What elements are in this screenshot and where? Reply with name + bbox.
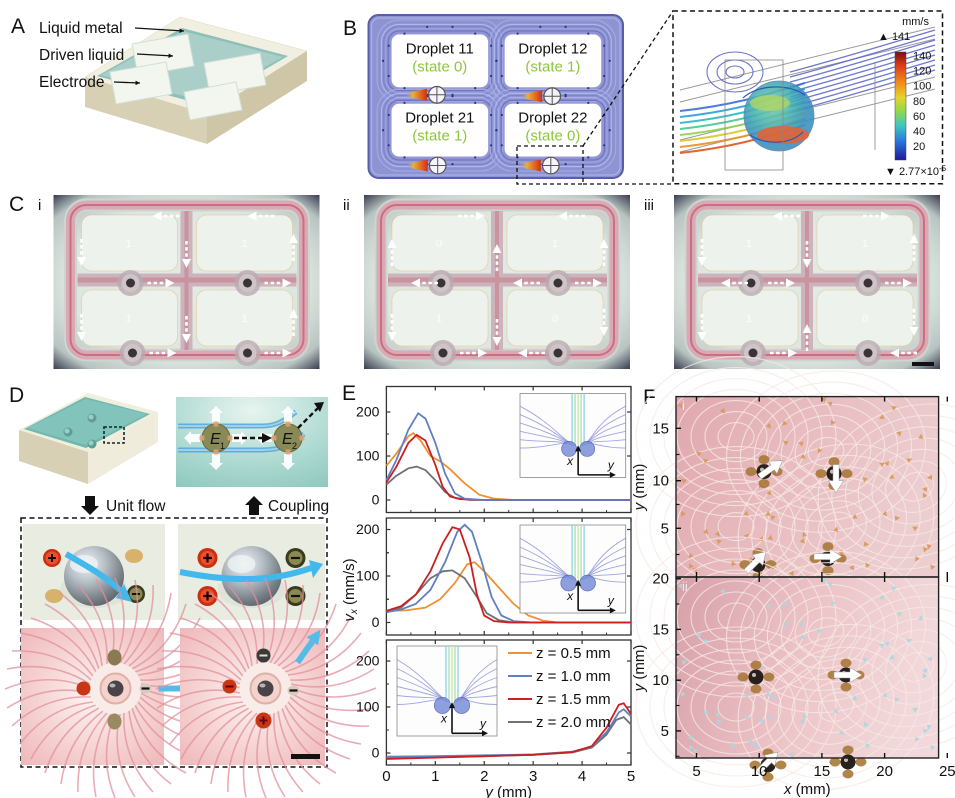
svg-text:F: F xyxy=(643,386,656,409)
svg-text:15: 15 xyxy=(652,420,669,437)
svg-text:10: 10 xyxy=(652,672,669,689)
svg-text:x: x xyxy=(566,454,574,468)
svg-text:y: y xyxy=(607,593,615,607)
svg-text:y: y xyxy=(607,458,615,472)
svg-text:200: 200 xyxy=(356,404,380,420)
svg-text:y (mm): y (mm) xyxy=(484,784,532,798)
svg-text:E: E xyxy=(282,431,293,448)
svg-text:0: 0 xyxy=(552,313,558,325)
svg-text:5: 5 xyxy=(661,723,669,740)
svg-text:5: 5 xyxy=(661,520,669,537)
svg-text:C: C xyxy=(9,193,24,216)
svg-text:▲ 141: ▲ 141 xyxy=(878,31,910,43)
svg-text:1: 1 xyxy=(862,238,868,250)
svg-text:z = 1.5 mm: z = 1.5 mm xyxy=(536,691,611,708)
svg-text:2: 2 xyxy=(480,768,488,785)
svg-text:100: 100 xyxy=(356,448,380,464)
svg-text:0: 0 xyxy=(372,745,380,761)
svg-text:Unit flow: Unit flow xyxy=(106,498,166,515)
svg-text:80: 80 xyxy=(913,96,925,108)
svg-text:2: 2 xyxy=(292,441,297,451)
svg-text:0: 0 xyxy=(382,768,390,785)
svg-text:z = 2.0 mm: z = 2.0 mm xyxy=(536,714,611,731)
svg-text:Droplet 22: Droplet 22 xyxy=(518,110,587,127)
svg-text:E: E xyxy=(342,382,356,405)
svg-text:Droplet 11: Droplet 11 xyxy=(406,40,474,57)
svg-text:x (mm): x (mm) xyxy=(783,781,831,798)
svg-text:1: 1 xyxy=(126,313,132,325)
svg-text:20: 20 xyxy=(876,763,893,780)
svg-text:Driven liquid: Driven liquid xyxy=(39,47,124,64)
svg-text:mm/s: mm/s xyxy=(902,16,929,28)
svg-text:5: 5 xyxy=(692,763,700,780)
svg-text:i: i xyxy=(38,197,41,214)
svg-text:10: 10 xyxy=(652,473,669,490)
svg-text:15: 15 xyxy=(814,763,831,780)
svg-text:vx (mm/s): vx (mm/s) xyxy=(341,558,360,621)
svg-text:D: D xyxy=(9,384,24,407)
svg-text:4: 4 xyxy=(578,768,586,785)
svg-text:3: 3 xyxy=(529,768,537,785)
svg-text:ii: ii xyxy=(343,197,350,214)
svg-text:i: i xyxy=(682,398,685,413)
svg-text:0: 0 xyxy=(862,313,868,325)
svg-text:x: x xyxy=(440,712,448,726)
svg-text:1: 1 xyxy=(126,238,132,250)
svg-text:(state 0): (state 0) xyxy=(412,58,467,75)
svg-text:200: 200 xyxy=(356,653,380,669)
svg-text:1: 1 xyxy=(431,768,439,785)
svg-text:0: 0 xyxy=(436,238,442,250)
svg-text:40: 40 xyxy=(913,126,925,138)
svg-text:B: B xyxy=(343,17,357,40)
svg-text:(state 0): (state 0) xyxy=(525,128,580,145)
svg-text:1: 1 xyxy=(242,238,248,250)
svg-text:(state 1): (state 1) xyxy=(525,58,580,75)
svg-text:1: 1 xyxy=(220,441,225,451)
svg-text:1: 1 xyxy=(436,313,442,325)
svg-text:iii: iii xyxy=(644,197,654,214)
svg-text:120: 120 xyxy=(913,66,931,78)
svg-text:Liquid metal: Liquid metal xyxy=(39,20,123,37)
svg-text:20: 20 xyxy=(913,141,925,153)
svg-text:(state 1): (state 1) xyxy=(412,128,467,145)
svg-text:100: 100 xyxy=(356,568,380,584)
svg-text:60: 60 xyxy=(913,111,925,123)
svg-text:y (mm): y (mm) xyxy=(631,464,648,512)
svg-text:1: 1 xyxy=(242,313,248,325)
svg-text:z = 1.0 mm: z = 1.0 mm xyxy=(536,668,611,685)
svg-text:Electrode: Electrode xyxy=(39,74,104,91)
svg-text:0: 0 xyxy=(372,492,380,508)
svg-text:A: A xyxy=(11,15,25,38)
svg-text:200: 200 xyxy=(356,521,380,537)
svg-text:Droplet 21: Droplet 21 xyxy=(405,110,474,127)
svg-text:15: 15 xyxy=(652,621,669,638)
svg-text:20: 20 xyxy=(652,571,669,588)
svg-text:25: 25 xyxy=(939,763,955,780)
svg-text:100: 100 xyxy=(356,699,380,715)
svg-text:1: 1 xyxy=(552,238,558,250)
svg-text:▼ 2.77×10-5: ▼ 2.77×10-5 xyxy=(885,164,947,178)
svg-text:z = 0.5 mm: z = 0.5 mm xyxy=(536,645,611,662)
svg-text:E: E xyxy=(210,431,221,448)
svg-text:5: 5 xyxy=(627,768,635,785)
svg-text:1: 1 xyxy=(746,238,752,250)
svg-text:1: 1 xyxy=(746,313,752,325)
svg-text:y: y xyxy=(479,716,487,730)
svg-text:ii: ii xyxy=(682,579,688,594)
svg-text:y (mm): y (mm) xyxy=(631,645,648,693)
svg-text:0: 0 xyxy=(372,614,380,630)
svg-text:Coupling: Coupling xyxy=(268,498,329,515)
svg-text:Droplet 12: Droplet 12 xyxy=(518,40,587,57)
svg-text:100: 100 xyxy=(913,81,931,93)
svg-text:140: 140 xyxy=(913,51,931,63)
svg-text:10: 10 xyxy=(751,763,768,780)
svg-text:x: x xyxy=(566,589,574,603)
